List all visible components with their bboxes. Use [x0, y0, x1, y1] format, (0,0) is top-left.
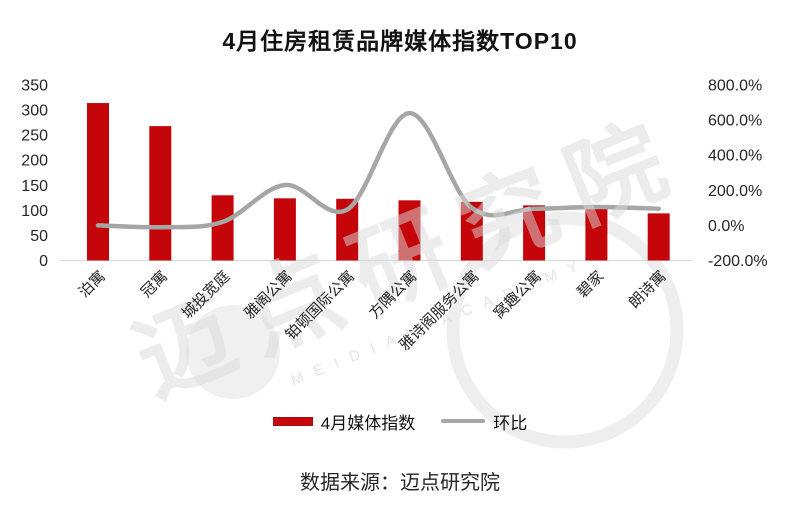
legend-item-bar: 4月媒体指数 — [272, 409, 416, 434]
right-axis-tick: 400.0% — [708, 148, 762, 165]
left-axis-tick: 350 — [21, 78, 48, 95]
bar-朗诗寓 — [647, 213, 670, 261]
watermark-circle-filled — [186, 305, 280, 399]
left-axis-tick: 200 — [21, 153, 48, 170]
watermark-circle-outline — [446, 211, 684, 449]
bar-铂顿国际公寓 — [336, 198, 359, 261]
line-series-swatch — [441, 419, 486, 423]
bar-雅诗阁服务公寓 — [460, 201, 483, 261]
right-axis-tick: -200.0% — [708, 253, 768, 270]
left-axis-tick: 300 — [21, 103, 48, 120]
bar-series-swatch — [272, 416, 313, 426]
legend-line-label: 环比 — [493, 413, 528, 433]
bar-城投宽庭 — [211, 195, 234, 261]
left-axis-tick: 150 — [21, 178, 48, 195]
right-axis-tick: 200.0% — [708, 183, 762, 200]
legend-bar-label: 4月媒体指数 — [320, 413, 416, 433]
category-label-冠寓: 冠寓 — [137, 267, 171, 301]
left-axis-tick: 50 — [30, 228, 48, 245]
right-axis-tick: 0.0% — [708, 218, 744, 235]
watermark-text-cn: 迈点研究院 — [121, 100, 699, 416]
source-note: 数据来源：迈点研究院 — [300, 472, 500, 494]
chart-title: 4月住房租赁品牌媒体指数TOP10 — [222, 28, 578, 54]
legend: 4月媒体指数 环比 — [0, 409, 800, 433]
bar-冠寓 — [149, 126, 172, 261]
category-label-泊寓: 泊寓 — [75, 267, 109, 301]
bar-碧家 — [585, 207, 608, 261]
bar-雅阁公寓 — [273, 198, 296, 261]
left-axis-tick: 100 — [21, 203, 48, 220]
bar-窝趣公寓 — [523, 205, 546, 261]
line-series-path — [95, 110, 661, 230]
left-axis-tick: 0 — [39, 253, 48, 270]
right-axis-tick: 600.0% — [708, 113, 762, 130]
left-axis-tick: 250 — [21, 128, 48, 145]
legend-item-line: 环比 — [441, 409, 527, 434]
right-axis-tick: 800.0% — [708, 78, 762, 95]
bar-泊寓 — [87, 103, 109, 261]
bar-方隅公寓 — [398, 200, 421, 261]
